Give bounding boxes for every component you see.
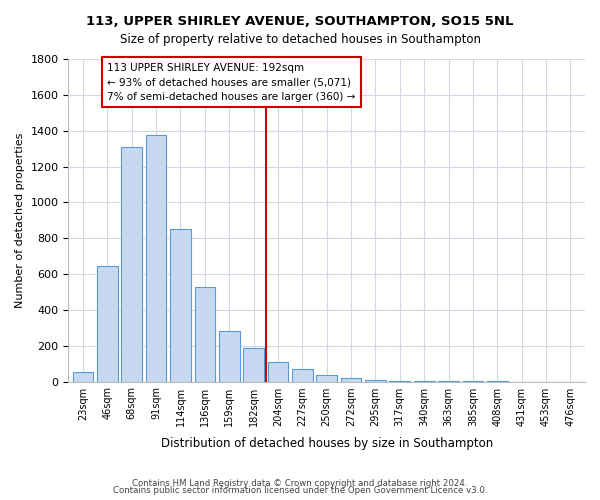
Text: Contains public sector information licensed under the Open Government Licence v3: Contains public sector information licen… <box>113 486 487 495</box>
Text: Size of property relative to detached houses in Southampton: Size of property relative to detached ho… <box>119 32 481 46</box>
Bar <box>365 380 386 382</box>
Text: 113, UPPER SHIRLEY AVENUE, SOUTHAMPTON, SO15 5NL: 113, UPPER SHIRLEY AVENUE, SOUTHAMPTON, … <box>86 15 514 28</box>
Bar <box>243 348 264 382</box>
Bar <box>316 376 337 382</box>
Bar <box>341 378 361 382</box>
X-axis label: Distribution of detached houses by size in Southampton: Distribution of detached houses by size … <box>161 437 493 450</box>
Bar <box>292 369 313 382</box>
Bar <box>97 266 118 382</box>
Bar <box>170 229 191 382</box>
Y-axis label: Number of detached properties: Number of detached properties <box>15 132 25 308</box>
Bar <box>73 372 94 382</box>
Text: Contains HM Land Registry data © Crown copyright and database right 2024.: Contains HM Land Registry data © Crown c… <box>132 478 468 488</box>
Bar <box>194 286 215 382</box>
Bar <box>268 362 289 382</box>
Bar <box>219 332 239 382</box>
Bar <box>121 147 142 382</box>
Bar <box>389 380 410 382</box>
Bar <box>146 135 166 382</box>
Text: 113 UPPER SHIRLEY AVENUE: 192sqm
← 93% of detached houses are smaller (5,071)
7%: 113 UPPER SHIRLEY AVENUE: 192sqm ← 93% o… <box>107 62 356 102</box>
